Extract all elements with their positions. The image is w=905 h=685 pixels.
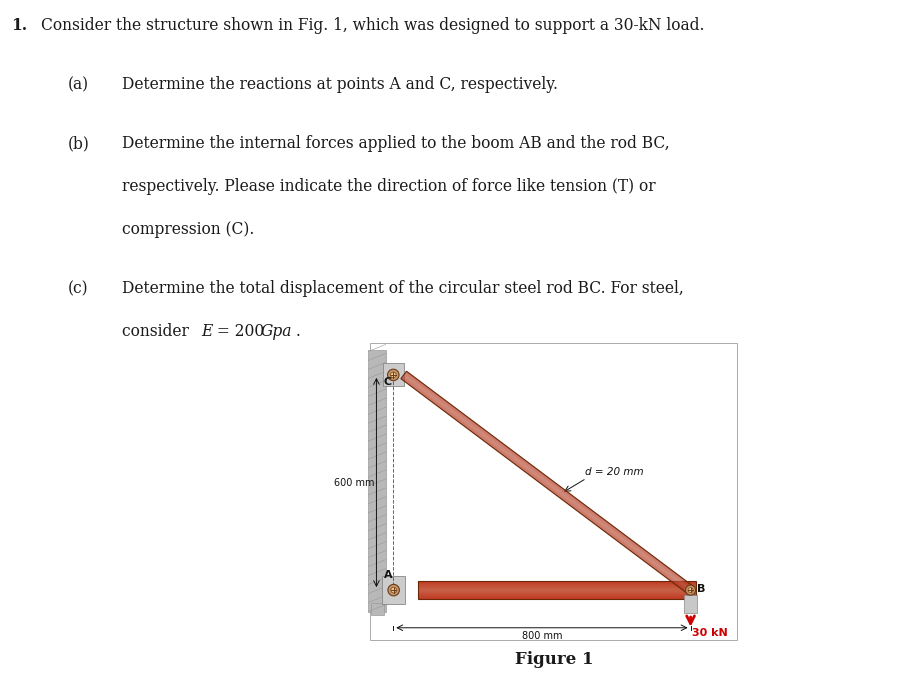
Polygon shape xyxy=(405,373,691,588)
Polygon shape xyxy=(406,371,693,587)
Polygon shape xyxy=(405,373,692,588)
Circle shape xyxy=(390,372,396,378)
Bar xyxy=(371,603,384,615)
Circle shape xyxy=(388,584,399,596)
Polygon shape xyxy=(403,376,690,592)
Polygon shape xyxy=(406,371,693,587)
Text: 800 mm: 800 mm xyxy=(521,632,562,641)
Text: Gpa: Gpa xyxy=(261,323,292,340)
Bar xyxy=(367,350,386,612)
Circle shape xyxy=(391,587,396,593)
Polygon shape xyxy=(401,378,688,594)
Text: A: A xyxy=(384,570,392,580)
Polygon shape xyxy=(405,373,691,589)
Text: = 200: = 200 xyxy=(212,323,264,340)
Polygon shape xyxy=(404,375,691,590)
Polygon shape xyxy=(402,377,689,593)
Polygon shape xyxy=(405,373,692,588)
Polygon shape xyxy=(402,377,689,593)
Text: (c): (c) xyxy=(68,280,89,297)
Text: Consider the structure shown in Fig. 1, which was designed to support a 30-kN lo: Consider the structure shown in Fig. 1, … xyxy=(41,17,704,34)
Polygon shape xyxy=(405,373,692,588)
Polygon shape xyxy=(402,377,689,593)
Polygon shape xyxy=(403,376,690,591)
Text: (b): (b) xyxy=(68,136,90,153)
Circle shape xyxy=(686,585,696,595)
Polygon shape xyxy=(405,374,691,589)
Text: (a): (a) xyxy=(68,76,89,93)
Polygon shape xyxy=(403,377,690,592)
Polygon shape xyxy=(404,375,691,590)
Polygon shape xyxy=(401,378,688,593)
Text: 30 kN: 30 kN xyxy=(692,627,729,638)
Text: 50 mm: 50 mm xyxy=(433,585,468,595)
Polygon shape xyxy=(405,373,692,588)
Polygon shape xyxy=(405,372,692,588)
Text: d = 20 mm: d = 20 mm xyxy=(585,467,643,477)
Bar xyxy=(382,576,405,604)
Text: Determine the total displacement of the circular steel rod BC. For steel,: Determine the total displacement of the … xyxy=(122,280,684,297)
Polygon shape xyxy=(401,378,689,593)
Circle shape xyxy=(387,369,399,381)
Text: B: B xyxy=(697,584,705,594)
Polygon shape xyxy=(403,375,691,591)
Polygon shape xyxy=(403,376,690,591)
Text: compression (C).: compression (C). xyxy=(122,221,254,238)
Polygon shape xyxy=(406,371,693,586)
Polygon shape xyxy=(406,372,693,587)
Polygon shape xyxy=(405,373,691,589)
Polygon shape xyxy=(405,372,693,587)
Polygon shape xyxy=(405,373,692,588)
Polygon shape xyxy=(403,375,690,591)
Polygon shape xyxy=(404,375,691,590)
Text: 1.: 1. xyxy=(11,17,27,34)
Polygon shape xyxy=(402,377,689,593)
Bar xyxy=(684,595,698,614)
Text: 600 mm: 600 mm xyxy=(334,477,375,488)
Polygon shape xyxy=(401,379,688,594)
Polygon shape xyxy=(404,375,691,590)
Polygon shape xyxy=(403,377,690,592)
Polygon shape xyxy=(402,377,689,593)
Polygon shape xyxy=(405,374,691,589)
Circle shape xyxy=(688,588,693,593)
Polygon shape xyxy=(404,375,691,590)
Text: Figure 1: Figure 1 xyxy=(515,651,593,668)
Text: E: E xyxy=(201,323,213,340)
Polygon shape xyxy=(405,374,691,590)
Text: respectively. Please indicate the direction of force like tension (T) or: respectively. Please indicate the direct… xyxy=(122,178,656,195)
Text: C: C xyxy=(384,377,392,387)
Bar xyxy=(418,581,696,599)
Text: .: . xyxy=(291,323,301,340)
Text: consider: consider xyxy=(122,323,194,340)
Polygon shape xyxy=(402,377,690,592)
Text: Determine the internal forces applied to the boom AB and the rod BC,: Determine the internal forces applied to… xyxy=(122,136,670,153)
Polygon shape xyxy=(404,375,691,590)
Bar xyxy=(383,363,404,386)
Text: Determine the reactions at points A and C, respectively.: Determine the reactions at points A and … xyxy=(122,76,558,93)
